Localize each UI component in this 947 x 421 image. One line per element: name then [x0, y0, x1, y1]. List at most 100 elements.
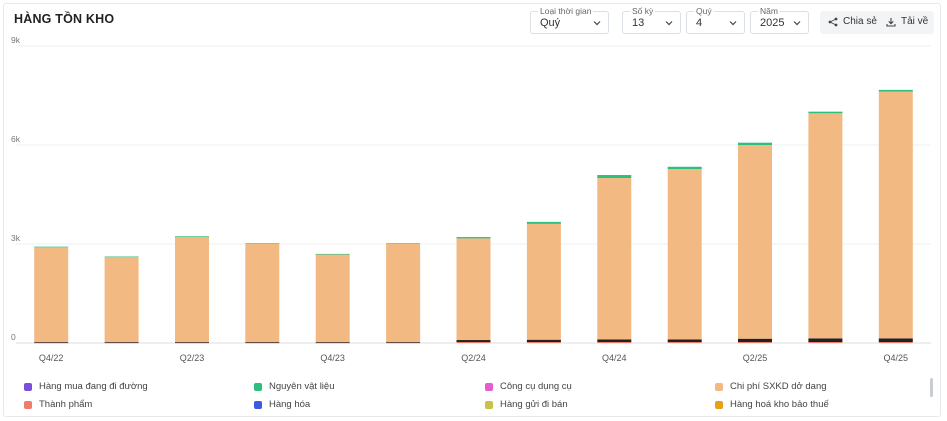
bar-segment[interactable] [34, 342, 69, 344]
bar-segment[interactable] [526, 223, 561, 340]
bar-segment[interactable] [34, 247, 69, 343]
legend-label: Nguyên vật liệu [269, 381, 335, 392]
legend-label: Công cụ dụng cụ [500, 381, 572, 392]
bar-segment[interactable] [878, 91, 913, 339]
bar-segment[interactable] [597, 342, 632, 343]
year-select[interactable]: Năm 2025 [750, 6, 809, 34]
bar-segment[interactable] [175, 342, 209, 344]
bar-segment[interactable] [104, 257, 139, 343]
bar-segment[interactable] [738, 145, 772, 339]
bar-segment[interactable] [386, 342, 421, 343]
bar-segment[interactable] [808, 113, 843, 339]
period-count-value: 13 [632, 17, 645, 29]
period-count-label: Số kỳ [630, 6, 656, 16]
bar-segment[interactable] [526, 342, 561, 343]
bar-segment[interactable] [456, 342, 491, 343]
chevron-down-icon [665, 21, 673, 26]
bar-segment[interactable] [386, 243, 421, 244]
legend-label: Hàng hóa [269, 399, 311, 410]
bar-segment[interactable] [597, 339, 632, 343]
legend-swatch [254, 401, 262, 409]
period-type-select[interactable]: Loại thời gian Quý [530, 6, 609, 34]
panel-title: HÀNG TỒN KHO [14, 12, 115, 26]
bar-segment[interactable] [386, 244, 421, 343]
bar-segment[interactable] [738, 142, 772, 145]
bar-segment[interactable] [245, 342, 280, 344]
bar-segment[interactable] [878, 338, 913, 343]
share-icon [828, 17, 838, 27]
legend-label: Hàng gửi đi bán [500, 399, 568, 410]
bar-segment[interactable] [34, 246, 69, 248]
bar-segment[interactable] [315, 254, 350, 343]
y-tick-label: 9k [11, 35, 21, 45]
quarter-select[interactable]: Quý 4 [686, 6, 745, 34]
legend-item[interactable]: Hàng mua đang đi đường [24, 382, 148, 392]
bar-segment[interactable] [738, 338, 772, 343]
bar-segment[interactable] [456, 237, 491, 239]
bar-segment[interactable] [245, 244, 280, 343]
bar-segment[interactable] [386, 342, 421, 344]
download-label: Tải về [901, 16, 929, 27]
share-button[interactable]: Chia sẻ [828, 16, 877, 28]
bar-segment[interactable] [808, 342, 843, 343]
bar-segment[interactable] [315, 342, 350, 343]
bar-segment[interactable] [456, 238, 491, 341]
chevron-down-icon [729, 21, 737, 26]
bar-segment[interactable] [738, 342, 772, 343]
legend-item[interactable]: Công cụ dụng cụ [485, 382, 572, 392]
bar-segment[interactable] [597, 175, 632, 178]
x-tick-label: Q4/22 [39, 353, 64, 363]
legend-item[interactable]: Nguyên vật liệu [254, 382, 334, 392]
bar-segment[interactable] [245, 243, 280, 244]
period-type-label: Loại thời gian [538, 6, 594, 16]
bar-segment[interactable] [104, 256, 139, 258]
legend-scrollbar[interactable] [930, 378, 933, 397]
x-tick-label: Q4/25 [884, 353, 909, 363]
bar-segment[interactable] [315, 253, 350, 255]
legend-item[interactable]: Hàng hoá kho bảo thuế [715, 400, 829, 410]
legend-swatch [24, 383, 32, 391]
year-label: Năm [758, 6, 780, 16]
bar-segment[interactable] [526, 221, 561, 224]
legend-swatch [24, 401, 32, 409]
y-tick-label: 0 [11, 332, 16, 342]
x-tick-label: Q4/23 [320, 353, 345, 363]
bar-segment[interactable] [175, 236, 209, 237]
legend-swatch [715, 401, 723, 409]
bar-segment[interactable] [667, 169, 702, 340]
legend-swatch [254, 383, 262, 391]
legend-item[interactable]: Chi phí SXKD dở dang [715, 382, 827, 392]
bar-segment[interactable] [245, 342, 280, 343]
bar-segment[interactable] [526, 339, 561, 343]
x-tick-label: Q4/24 [602, 353, 627, 363]
bar-segment[interactable] [34, 342, 69, 343]
bar-segment[interactable] [104, 342, 139, 344]
bar-segment[interactable] [315, 342, 350, 344]
bar-segment[interactable] [597, 178, 632, 340]
inventory-panel [3, 3, 941, 417]
y-tick-label: 6k [11, 134, 21, 144]
bar-segment[interactable] [456, 340, 491, 343]
chevron-down-icon [793, 21, 801, 26]
bar-segment[interactable] [878, 342, 913, 343]
bar-segment[interactable] [175, 236, 209, 343]
legend-item[interactable]: Thành phẩm [24, 400, 92, 410]
period-count-select[interactable]: Số kỳ 13 [622, 6, 681, 34]
bar-segment[interactable] [808, 111, 843, 114]
legend-item[interactable]: Hàng hóa [254, 400, 310, 410]
x-tick-label: Q2/25 [743, 353, 768, 363]
bar-segment[interactable] [104, 342, 139, 343]
legend-item[interactable]: Hàng gửi đi bán [485, 400, 568, 410]
download-button[interactable]: Tải về [886, 16, 928, 28]
legend-label: Hàng mua đang đi đường [39, 381, 148, 392]
bar-segment[interactable] [808, 338, 843, 343]
bar-segment[interactable] [667, 339, 702, 343]
y-tick-label: 3k [11, 233, 21, 243]
legend-swatch [485, 401, 493, 409]
legend-label: Thành phẩm [39, 399, 93, 410]
bar-segment[interactable] [667, 342, 702, 343]
bar-segment[interactable] [878, 89, 913, 92]
bar-segment[interactable] [667, 166, 702, 170]
bar-segment[interactable] [175, 342, 209, 343]
